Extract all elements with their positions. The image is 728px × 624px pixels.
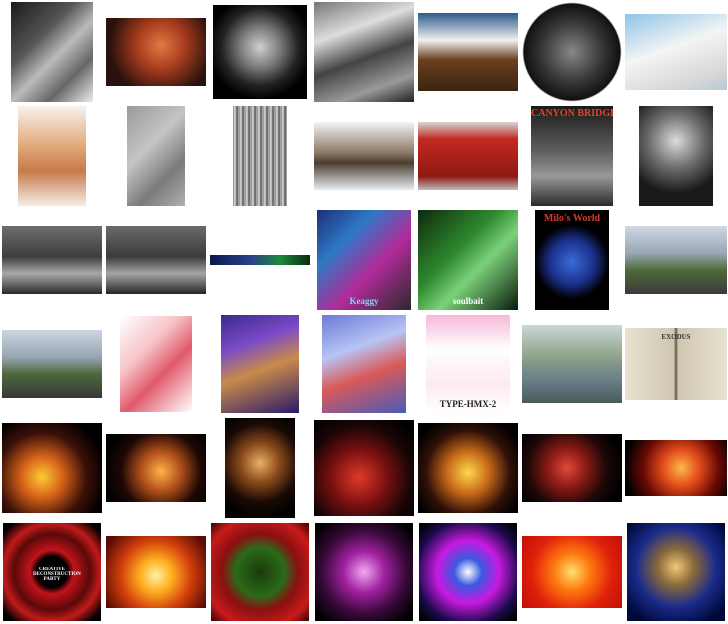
gallery-cell: [104, 208, 208, 312]
gallery-cell: [0, 312, 104, 416]
thumb-wolf-snow[interactable]: [314, 122, 414, 190]
gallery-cell: [0, 208, 104, 312]
thumb-anime-christmas[interactable]: [221, 315, 299, 413]
thumb-bald-eagle[interactable]: [418, 13, 518, 91]
thumb-anime-flying[interactable]: [322, 315, 406, 413]
thumb-caption: EXODUS: [661, 334, 691, 341]
thumb-creative-party-swirl[interactable]: CREATIVE DECONSTRUCTION PARTY: [3, 523, 101, 621]
thumb-autostereogram[interactable]: [233, 106, 287, 206]
thumb-canyon-bridge[interactable]: CANYON BRIDGE: [531, 106, 613, 206]
gallery-cell: [312, 520, 416, 624]
gallery-cell: [208, 208, 312, 312]
thumb-blue-face-swirl[interactable]: [627, 523, 725, 621]
thumb-globe-satellite[interactable]: [522, 2, 622, 102]
gallery-cell: [0, 104, 104, 208]
thumb-concert-guitarist-1[interactable]: [106, 434, 206, 502]
gallery-cell: [104, 416, 208, 520]
gallery-cell: [312, 416, 416, 520]
thumb-chest-xray[interactable]: [11, 2, 93, 102]
gallery-cell: [0, 0, 104, 104]
gallery-cell: EXODUS: [624, 312, 728, 416]
gallery-cell: [104, 312, 208, 416]
gallery-cell: [624, 0, 728, 104]
thumb-weather-satellite[interactable]: [314, 2, 414, 102]
gallery-cell: [104, 0, 208, 104]
thumb-concert-guitarist-2[interactable]: [225, 418, 295, 518]
gallery-cell: CANYON BRIDGE: [520, 104, 624, 208]
gallery-cell: [208, 416, 312, 520]
thumb-exodus-book[interactable]: EXODUS: [625, 328, 727, 400]
thumb-caption: CANYON BRIDGE: [531, 109, 613, 119]
gallery-cell: [208, 312, 312, 416]
thumb-concert-drummer[interactable]: [522, 434, 622, 502]
gallery-cell: [624, 416, 728, 520]
gallery-cell: [312, 312, 416, 416]
gallery-cell: [520, 520, 624, 624]
gallery-cell: Keaggy: [312, 208, 416, 312]
gallery-cell: [416, 520, 520, 624]
thumb-caption: Milo's World: [543, 214, 601, 224]
gallery-cell: CREATIVE DECONSTRUCTION PARTY: [0, 520, 104, 624]
thumb-concert-flames-1[interactable]: [2, 423, 102, 513]
thumb-aircraft-grayscale[interactable]: [127, 106, 185, 206]
gallery-cell: [416, 416, 520, 520]
thumb-red-green-frame[interactable]: [211, 523, 309, 621]
gallery-cell: [520, 416, 624, 520]
thumb-soulbait-hands[interactable]: soulbait: [418, 210, 518, 310]
gallery-cell: soulbait: [416, 208, 520, 312]
gallery-cell: [104, 104, 208, 208]
gallery-cell: [624, 104, 728, 208]
thumb-caption: TYPE-HMX-2: [439, 400, 497, 409]
gallery-cell: [104, 520, 208, 624]
thumb-caption: soulbait: [452, 297, 484, 306]
thumb-red-container[interactable]: [418, 122, 518, 190]
thumb-caption: CREATIVE DECONSTRUCTION PARTY: [33, 567, 81, 582]
gallery-cell: [416, 0, 520, 104]
gallery-cell: Milo's World: [520, 208, 624, 312]
thumb-concert-keyboard[interactable]: [314, 420, 414, 516]
thumb-fire-flames[interactable]: [106, 536, 206, 608]
thumb-keaggy-robot[interactable]: Keaggy: [317, 210, 411, 310]
thumb-painted-face[interactable]: [106, 18, 206, 86]
gallery-cell: [520, 312, 624, 416]
thumb-banner-strip[interactable]: [210, 255, 310, 265]
thumb-milos-world[interactable]: Milo's World: [535, 210, 609, 310]
thumb-studio-man-2[interactable]: [106, 226, 206, 294]
thumb-orange-glow[interactable]: [522, 536, 622, 608]
thumb-anime-girl-bunny[interactable]: [120, 316, 192, 412]
thumb-concert-lights[interactable]: [418, 423, 518, 513]
gallery-cell: [0, 416, 104, 520]
gallery-cell: [520, 0, 624, 104]
thumb-graduate-portrait[interactable]: [639, 106, 713, 206]
thumb-arctic-foxes[interactable]: [625, 14, 727, 90]
thumb-type-hmx2[interactable]: TYPE-HMX-2: [426, 315, 510, 413]
gallery-cell: [312, 0, 416, 104]
thumb-magenta-fractal[interactable]: [315, 523, 413, 621]
gallery-cell: [208, 0, 312, 104]
thumb-studio-man-1[interactable]: [2, 226, 102, 294]
gallery-cell: [624, 520, 728, 624]
gallery-cell: [312, 104, 416, 208]
gallery-cell: TYPE-HMX-2: [416, 312, 520, 416]
thumb-holding-hands[interactable]: [18, 106, 86, 206]
thumb-sparks-red[interactable]: [625, 440, 727, 496]
gallery-cell: [208, 520, 312, 624]
thumb-caption: Keaggy: [349, 297, 379, 306]
thumb-street-bridge-2[interactable]: [2, 330, 102, 398]
thumb-street-bridge-1[interactable]: [625, 226, 727, 294]
thumb-impressionist-street[interactable]: [522, 325, 622, 403]
gallery-cell: [416, 104, 520, 208]
thumb-ct-scan[interactable]: [213, 5, 307, 99]
thumb-purple-splash[interactable]: [419, 523, 517, 621]
gallery-cell: [208, 104, 312, 208]
gallery-cell: [624, 208, 728, 312]
